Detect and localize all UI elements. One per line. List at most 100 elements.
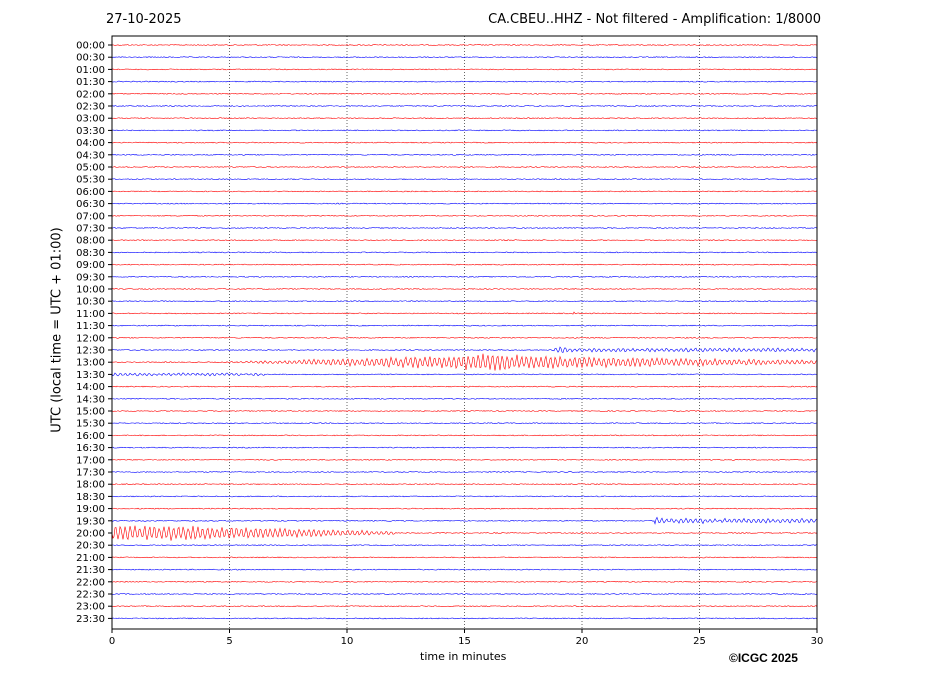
trace-2300 <box>111 605 818 608</box>
trace-1330 <box>111 372 818 377</box>
y-tick-label: 17:30 <box>76 468 105 479</box>
y-tick-label: 05:30 <box>76 175 105 186</box>
y-tick-label: 16:00 <box>76 431 105 442</box>
y-tick-label: 02:30 <box>76 102 105 113</box>
trace-0330 <box>111 129 818 132</box>
trace-1100 <box>111 311 818 315</box>
y-tick-label: 09:00 <box>76 260 105 271</box>
x-tick-label: 5 <box>226 636 232 647</box>
trace-1630 <box>111 446 818 449</box>
trace-1500 <box>111 410 818 412</box>
x-tick-label: 10 <box>341 636 354 647</box>
y-tick-label: 10:00 <box>76 285 105 296</box>
trace-1000 <box>111 288 818 290</box>
trace-0500 <box>111 166 818 168</box>
y-tick-label: 20:00 <box>76 529 105 540</box>
x-tick-label: 0 <box>109 636 115 647</box>
trace-1430 <box>111 397 818 400</box>
y-tick-label: 14:30 <box>76 394 105 405</box>
y-tick-label: 09:30 <box>76 272 105 283</box>
trace-1400 <box>111 385 818 388</box>
trace-1200 <box>111 336 818 339</box>
trace-0700 <box>111 214 818 217</box>
y-tick-label: 19:30 <box>76 516 105 527</box>
y-tick-label: 17:00 <box>76 455 105 466</box>
y-tick-label: 13:30 <box>76 370 105 381</box>
trace-2100 <box>111 556 818 559</box>
y-tick-label: 16:30 <box>76 443 105 454</box>
y-tick-label: 22:00 <box>76 577 105 588</box>
y-tick-label: 18:00 <box>76 480 105 491</box>
trace-1300 <box>111 353 818 371</box>
x-axis-ticks: 0 5 10 15 20 25 30 <box>109 629 824 647</box>
y-tick-label: 05:00 <box>76 163 105 174</box>
trace-1600 <box>111 434 818 437</box>
y-tick-label: 07:30 <box>76 224 105 235</box>
y-tick-label: 22:30 <box>76 590 105 601</box>
trace-1130 <box>111 324 818 327</box>
trace-1230 <box>111 346 818 353</box>
trace-0100 <box>111 68 818 71</box>
y-tick-label: 00:00 <box>76 41 105 52</box>
trace-0530 <box>111 178 818 181</box>
y-tick-label: 20:30 <box>76 541 105 552</box>
trace-0900 <box>111 263 818 266</box>
trace-1530 <box>111 422 818 425</box>
y-tick-label: 01:00 <box>76 65 105 76</box>
trace-0130 <box>111 80 818 83</box>
y-tick-label: 10:30 <box>76 297 105 308</box>
y-tick-label: 07:00 <box>76 211 105 222</box>
trace-0930 <box>111 275 818 278</box>
record-date: 27-10-2025 <box>106 12 182 27</box>
trace-0430 <box>111 153 818 156</box>
y-tick-label: 11:30 <box>76 321 105 332</box>
y-tick-label: 18:30 <box>76 492 105 503</box>
x-tick-label: 25 <box>693 636 706 647</box>
trace-2130 <box>111 568 818 571</box>
trace-0730 <box>111 227 818 229</box>
y-tick-label: 21:00 <box>76 553 105 564</box>
y-tick-label: 12:00 <box>76 333 105 344</box>
trace-0600 <box>111 190 818 193</box>
y-tick-label: 08:00 <box>76 236 105 247</box>
x-tick-label: 30 <box>811 636 824 647</box>
trace-1730 <box>111 471 818 473</box>
trace-0000 <box>111 44 818 46</box>
y-tick-label: 06:30 <box>76 199 105 210</box>
y-tick-label: 06:00 <box>76 187 105 198</box>
y-tick-label: 02:00 <box>76 89 105 100</box>
x-tick-label: 15 <box>458 636 471 647</box>
trace-1800 <box>111 483 818 486</box>
y-tick-label: 03:00 <box>76 114 105 125</box>
trace-0400 <box>111 141 818 144</box>
trace-0830 <box>111 251 818 254</box>
trace-0030 <box>111 56 818 59</box>
y-tick-label: 23:00 <box>76 602 105 613</box>
trace-0200 <box>111 92 818 95</box>
y-tick-label: 13:00 <box>76 358 105 369</box>
y-tick-label: 00:30 <box>76 53 105 64</box>
y-tick-label: 08:30 <box>76 248 105 259</box>
y-tick-label: 11:00 <box>76 309 105 320</box>
y-tick-label: 03:30 <box>76 126 105 137</box>
trace-2030 <box>111 544 818 547</box>
trace-0800 <box>111 239 818 242</box>
y-tick-label: 21:30 <box>76 565 105 576</box>
y-tick-label: 14:00 <box>76 382 105 393</box>
y-tick-label: 01:30 <box>76 77 105 88</box>
trace-2200 <box>111 580 818 583</box>
trace-1830 <box>111 495 818 498</box>
y-tick-label: 15:00 <box>76 407 105 418</box>
trace-1900 <box>111 507 818 510</box>
x-tick-label: 20 <box>576 636 589 647</box>
grid-lines <box>229 36 700 629</box>
y-tick-label: 04:00 <box>76 138 105 149</box>
chart-title: CA.CBEU..HHZ - Not filtered - Amplificat… <box>488 12 821 27</box>
trace-0300 <box>111 117 818 120</box>
trace-1030 <box>111 300 818 303</box>
trace-0630 <box>111 202 818 205</box>
y-tick-label: 23:30 <box>76 614 105 625</box>
seismic-traces <box>111 44 818 620</box>
